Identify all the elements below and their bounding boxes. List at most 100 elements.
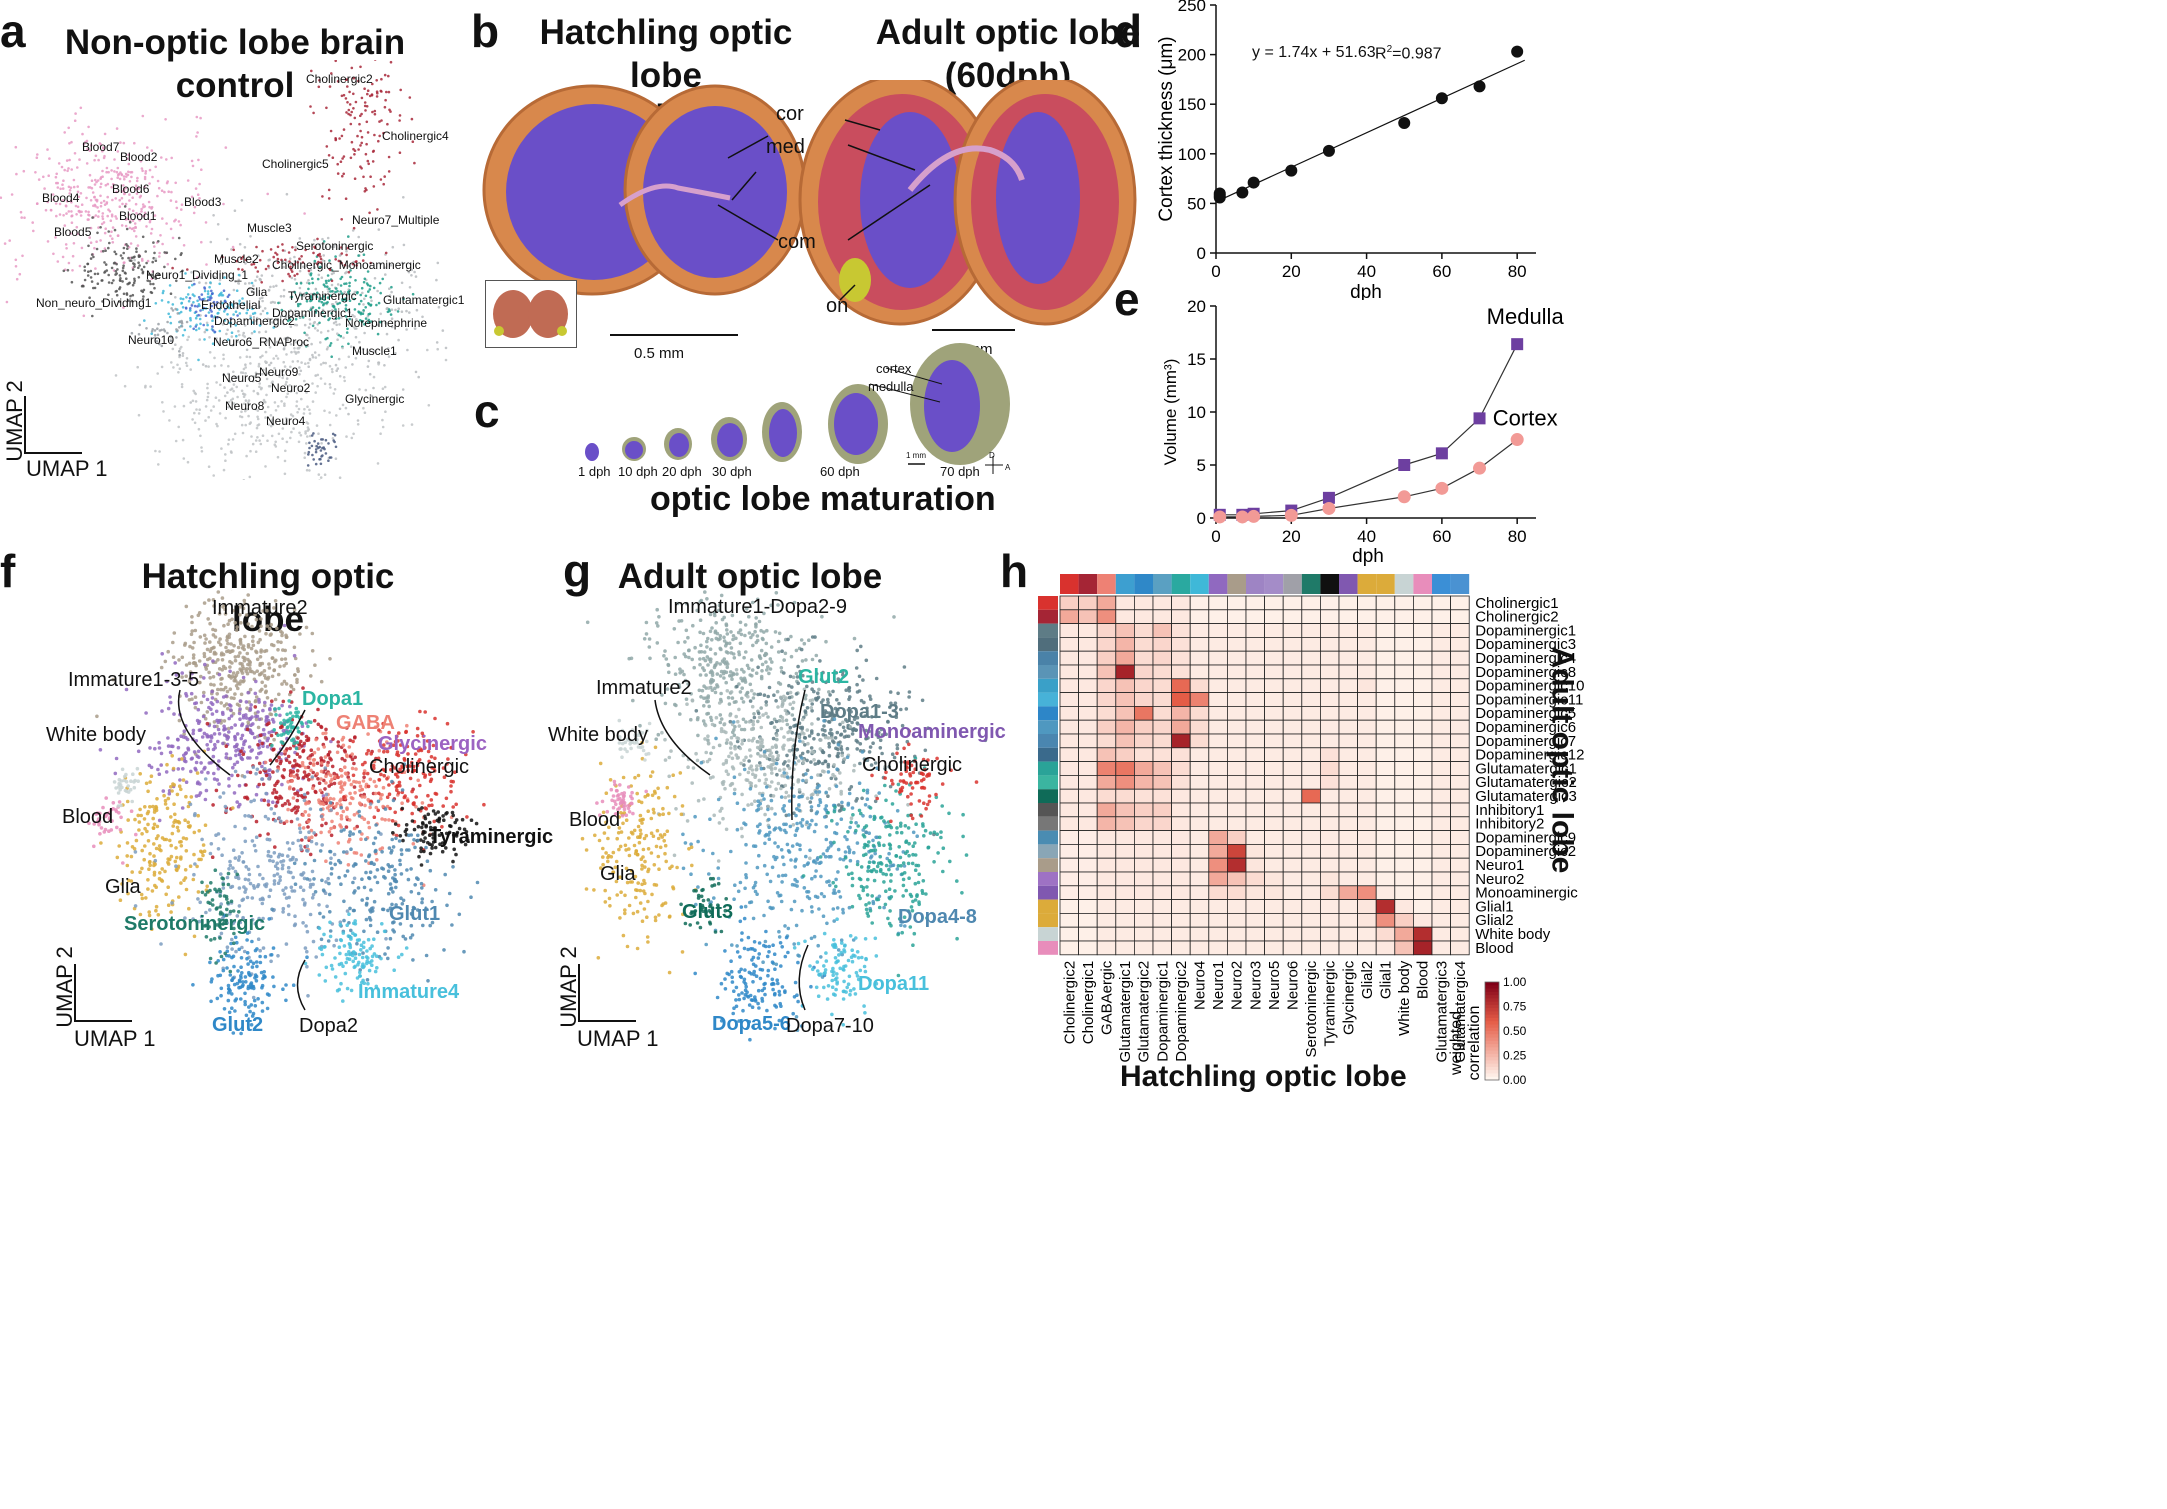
umap-point	[215, 301, 219, 304]
umap-point	[295, 808, 300, 813]
umap-point	[119, 779, 124, 783]
umap-point	[346, 85, 349, 88]
y-tick-label: 50	[1187, 194, 1206, 213]
umap-point	[316, 707, 320, 712]
umap-point	[259, 750, 263, 755]
umap-point	[101, 212, 105, 215]
umap-point	[348, 801, 353, 806]
umap-point	[348, 281, 351, 285]
umap-point	[220, 447, 223, 450]
umap-point	[724, 741, 729, 745]
umap-point	[256, 883, 261, 887]
umap-point	[166, 796, 171, 801]
umap-point	[258, 948, 263, 953]
umap-point	[183, 641, 188, 646]
umap-point	[243, 601, 247, 606]
umap-point	[327, 881, 331, 886]
umap-point	[216, 658, 220, 662]
umap-point	[348, 830, 353, 834]
umap-point	[342, 336, 345, 340]
lobe-20dph	[664, 428, 692, 460]
umap-point	[370, 299, 373, 303]
umap-point	[323, 755, 328, 759]
umap-point	[182, 244, 186, 247]
umap-point	[316, 373, 320, 377]
umap-point	[231, 608, 235, 613]
umap-point	[306, 819, 311, 824]
umap-point	[344, 197, 348, 200]
umap-point	[282, 288, 286, 292]
umap-point	[114, 197, 117, 200]
umap-point	[260, 1000, 265, 1005]
umap-point	[199, 309, 202, 312]
umap-point	[237, 267, 240, 271]
umap-point	[749, 658, 754, 662]
umap-point	[111, 801, 116, 805]
umap-point	[298, 373, 301, 376]
umap-point	[334, 290, 337, 294]
umap-point	[322, 295, 326, 298]
umap-point	[21, 254, 24, 258]
umap-point	[352, 826, 357, 831]
umap-point	[153, 883, 157, 888]
umap-point	[241, 334, 245, 337]
umap-point	[371, 110, 374, 114]
umap-point	[311, 770, 316, 775]
umap-point	[249, 1003, 254, 1007]
umap-point	[364, 306, 368, 309]
umap-point	[156, 372, 159, 375]
umap-point	[249, 1023, 254, 1027]
umap-point	[379, 956, 383, 961]
umap-point	[465, 815, 469, 819]
umap-point	[125, 854, 129, 858]
umap-point	[390, 764, 395, 768]
umap-point	[267, 423, 271, 427]
umap-point	[248, 355, 252, 359]
umap-point	[366, 159, 370, 163]
umap-point	[240, 646, 245, 650]
umap-point	[242, 331, 245, 335]
umap-point	[301, 826, 306, 830]
umap-point	[255, 316, 259, 320]
umap-point	[453, 820, 458, 825]
umap-point	[325, 145, 329, 148]
umap-point	[154, 449, 157, 453]
umap-point	[199, 674, 203, 679]
umap-point	[242, 949, 247, 954]
umap-point	[197, 829, 201, 833]
umap-point	[299, 302, 302, 306]
umap-point	[292, 653, 297, 658]
lobe-30dph-b	[762, 402, 802, 462]
umap-point	[396, 955, 401, 959]
umap-point	[226, 295, 230, 298]
umap-point	[306, 719, 311, 724]
umap-point	[474, 821, 479, 826]
umap-point	[383, 73, 387, 77]
umap-point	[206, 290, 210, 293]
panel-letter-c: c	[474, 385, 500, 437]
umap-point	[416, 824, 421, 829]
umap-point	[284, 661, 289, 666]
umap-point	[320, 455, 323, 458]
umap-point	[364, 870, 368, 875]
umap-point	[435, 278, 438, 282]
umap-point	[367, 853, 372, 857]
umap-point	[422, 849, 426, 854]
umap-point	[331, 156, 335, 159]
umap-point	[200, 735, 205, 739]
umap-point	[126, 891, 130, 896]
data-point	[1435, 92, 1448, 105]
umap-point	[110, 177, 113, 181]
umap-point	[276, 261, 280, 265]
umap-point	[166, 885, 170, 889]
umap-point	[267, 776, 271, 781]
umap-point	[215, 422, 218, 426]
umap-point	[237, 855, 242, 859]
umap-point	[336, 172, 340, 175]
umap-point	[212, 300, 216, 304]
umap-point	[182, 404, 186, 408]
umap-point	[192, 389, 195, 393]
umap-point	[367, 351, 371, 354]
umap-point	[426, 812, 431, 817]
umap-point	[207, 734, 211, 739]
